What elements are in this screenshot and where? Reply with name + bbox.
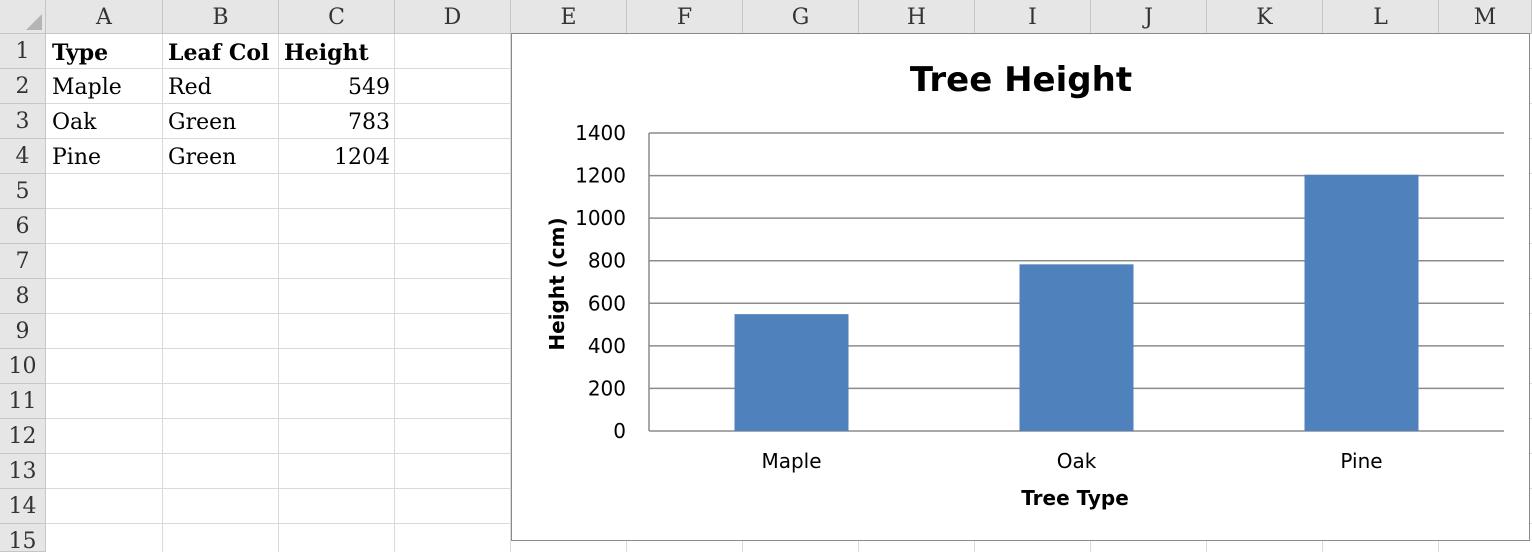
gridline: [278, 34, 279, 552]
gridline: [162, 34, 163, 552]
row-header-14[interactable]: 14: [0, 489, 46, 524]
cell-b4[interactable]: Green: [168, 145, 237, 170]
row-header-8[interactable]: 8: [0, 279, 46, 314]
y-tick-label: 1400: [575, 121, 626, 145]
chart-title[interactable]: Tree Height: [910, 60, 1132, 100]
col-header-l[interactable]: L: [1323, 0, 1439, 34]
row-header-1[interactable]: 1: [0, 34, 46, 69]
cell-b2[interactable]: Red: [168, 75, 212, 100]
col-header-d[interactable]: D: [395, 0, 511, 34]
chart-y-ticks: 0 200 400 600 800 1000 1200 1400: [575, 121, 626, 443]
y-tick-label: 600: [588, 291, 626, 315]
cell-c1[interactable]: Height: [284, 40, 369, 66]
row-header-7[interactable]: 7: [0, 244, 46, 279]
cell-a4[interactable]: Pine: [52, 145, 102, 170]
row-header-4[interactable]: 4: [0, 139, 46, 174]
row-header-10[interactable]: 10: [0, 349, 46, 384]
bar-maple[interactable]: [734, 314, 849, 431]
y-tick-label: 200: [588, 376, 626, 400]
col-header-i[interactable]: I: [975, 0, 1091, 34]
select-all-icon: [26, 14, 42, 30]
cell-c3[interactable]: 783: [348, 110, 390, 135]
chart-canvas: Tree Height 0 200 400 600 800 1000 1200 1400 Ma…: [545, 60, 1504, 510]
x-tick-label: Pine: [1340, 449, 1382, 473]
select-all-corner[interactable]: [0, 0, 46, 34]
cell-b1[interactable]: Leaf Col: [168, 40, 270, 66]
row-header-6[interactable]: 6: [0, 209, 46, 244]
chart-object[interactable]: Tree Height 0 200 400 600 800 1000 1200 1400 Ma…: [511, 33, 1530, 541]
row-header-13[interactable]: 13: [0, 454, 46, 489]
row-header-9[interactable]: 9: [0, 314, 46, 349]
x-axis-title[interactable]: Tree Type: [1021, 486, 1129, 510]
x-tick-label: Maple: [761, 449, 821, 473]
col-header-m[interactable]: M: [1439, 0, 1532, 34]
cell-a3[interactable]: Oak: [52, 110, 97, 135]
cell-c2[interactable]: 549: [348, 75, 390, 100]
bar-pine[interactable]: [1304, 174, 1419, 431]
bar-oak[interactable]: [1019, 264, 1134, 431]
cell-a1[interactable]: Type: [52, 40, 109, 66]
col-header-e[interactable]: E: [511, 0, 627, 34]
y-tick-label: 1000: [575, 206, 626, 230]
y-tick-label: 400: [588, 334, 626, 358]
col-header-j[interactable]: J: [1091, 0, 1207, 34]
gridline: [394, 34, 395, 552]
gridline: [510, 34, 511, 552]
col-header-b[interactable]: B: [163, 0, 279, 34]
col-header-k[interactable]: K: [1207, 0, 1323, 34]
y-tick-label: 0: [613, 419, 626, 443]
chart-bars: [734, 174, 1419, 431]
row-header-12[interactable]: 12: [0, 419, 46, 454]
cell-b3[interactable]: Green: [168, 110, 237, 135]
cell-a2[interactable]: Maple: [52, 75, 122, 100]
chart-x-ticks: Maple Oak Pine: [761, 449, 1382, 473]
row-header-11[interactable]: 11: [0, 384, 46, 419]
row-header-15[interactable]: 15: [0, 524, 46, 554]
col-header-a[interactable]: A: [46, 0, 163, 34]
y-axis-title[interactable]: Height (cm): [545, 217, 569, 350]
col-header-c[interactable]: C: [279, 0, 395, 34]
cell-c4[interactable]: 1204: [334, 145, 390, 170]
col-header-f[interactable]: F: [627, 0, 743, 34]
row-header-3[interactable]: 3: [0, 104, 46, 139]
col-header-g[interactable]: G: [743, 0, 859, 34]
y-tick-label: 1200: [575, 164, 626, 188]
col-header-h[interactable]: H: [859, 0, 975, 34]
x-tick-label: Oak: [1057, 449, 1097, 473]
y-tick-label: 800: [588, 249, 626, 273]
row-header-2[interactable]: 2: [0, 69, 46, 104]
row-header-5[interactable]: 5: [0, 174, 46, 209]
